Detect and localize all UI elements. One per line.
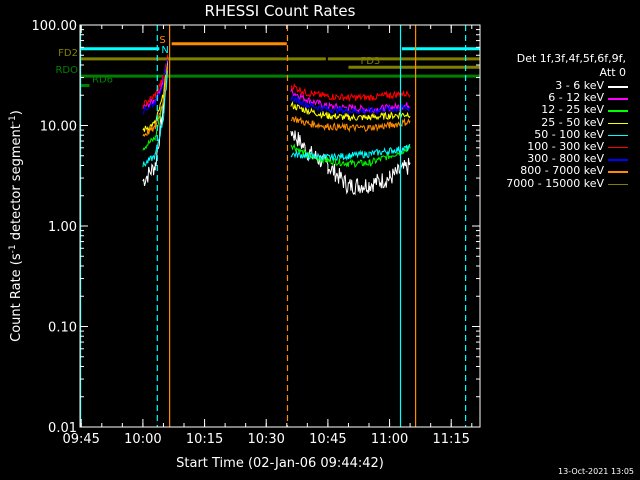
series-line	[290, 130, 411, 196]
series-line	[290, 94, 411, 116]
series-line	[290, 82, 411, 102]
time-markers	[79, 25, 467, 427]
footer-timestamp: 13-Oct-2021 13:05	[558, 467, 634, 476]
legend-item-label: 100 - 300 keV	[527, 139, 604, 153]
legend-swatch	[608, 86, 628, 88]
legend-swatch	[608, 134, 628, 137]
x-tick-label: 11:00	[371, 432, 408, 447]
legend-item-label: 300 - 800 keV	[527, 152, 604, 166]
legend-swatch	[608, 110, 628, 112]
legend-item: 800 - 7000 keV	[478, 165, 638, 177]
x-tick-label: 11:15	[432, 432, 469, 447]
legend-item: 300 - 800 keV	[478, 153, 638, 165]
legend-swatch	[608, 159, 628, 161]
y-tick-label: 10.00	[40, 120, 77, 135]
chart-title: RHESSI Count Rates	[205, 2, 356, 20]
legend-item: 50 - 100 keV	[478, 127, 638, 141]
x-tick-label: 10:15	[186, 432, 223, 447]
legend-swatch	[608, 183, 628, 185]
legend-item-label: 12 - 25 keV	[541, 103, 604, 117]
legend-header-detectors: Det 1f,3f,4f,5f,6f,9f,	[516, 52, 626, 65]
legend-swatch	[608, 98, 628, 100]
flag-label-rdo: RDO	[55, 65, 78, 76]
y-tick-label: 0.01	[48, 421, 77, 436]
flag-label-fd2: FD2	[58, 48, 78, 59]
series-lines	[142, 54, 411, 196]
legend-swatch	[608, 122, 628, 125]
y-tick-label: 0.10	[48, 321, 77, 336]
series-line	[290, 115, 411, 133]
flag-label-rd6: RD6	[92, 75, 113, 86]
legend-item: 12 - 25 keV	[478, 104, 638, 116]
legend-item-label: 7000 - 15000 keV	[506, 176, 604, 190]
series-line	[142, 59, 169, 115]
y-tick-label: 1.00	[48, 220, 77, 235]
series-line	[142, 64, 169, 138]
legend-item-label: 800 - 7000 keV	[520, 164, 604, 178]
legend-swatch	[608, 171, 628, 173]
flag-label-fd3: FD3	[360, 56, 380, 67]
legend-item-label: 3 - 6 keV	[555, 79, 604, 92]
flag-label-s: S	[159, 35, 165, 46]
flag-label-n: N	[161, 45, 168, 56]
legend-item: 3 - 6 keV	[478, 80, 638, 92]
series-line	[142, 60, 169, 132]
y-axis-label: Count Rate (s-1 detector segment-1)	[8, 110, 24, 342]
legend-item-label: 25 - 50 keV	[541, 115, 604, 129]
x-tick-label: 10:30	[247, 432, 284, 447]
axes: 0.01 0.10 1.00 10.00 100.00 09:45 10:00 10:15 10…	[32, 19, 480, 447]
legend-swatch	[608, 146, 628, 149]
x-tick-label: 10:45	[309, 432, 346, 447]
legend: Det 1f,3f,4f,5f,6f,9f, Att 0 3 - 6 keV 6 …	[478, 52, 638, 190]
series-line	[290, 144, 411, 162]
series-line	[290, 86, 411, 115]
plot-frame	[79, 24, 481, 428]
x-axis-label: Start Time (02-Jan-06 09:44:42)	[176, 456, 384, 471]
series-line	[290, 101, 411, 122]
x-tick-label: 10:00	[124, 432, 161, 447]
x-tick-label: 09:45	[62, 432, 99, 447]
legend-item: 7000 - 15000 keV	[478, 176, 638, 190]
series-line	[142, 70, 169, 168]
legend-item: 100 - 300 keV	[478, 139, 638, 153]
y-tick-label: 100.00	[32, 19, 78, 34]
flag-bars: FD2 FD3 RDO RD6 SN	[55, 35, 480, 88]
legend-item: 25 - 50 keV	[478, 115, 638, 129]
series-line	[290, 143, 411, 168]
legend-item-label: 50 - 100 keV	[534, 127, 604, 141]
legend-header-attenuator: Att 0	[599, 66, 626, 79]
legend-item-label: 6 - 12 keV	[548, 91, 604, 105]
legend-item: 6 - 12 keV	[478, 92, 638, 104]
